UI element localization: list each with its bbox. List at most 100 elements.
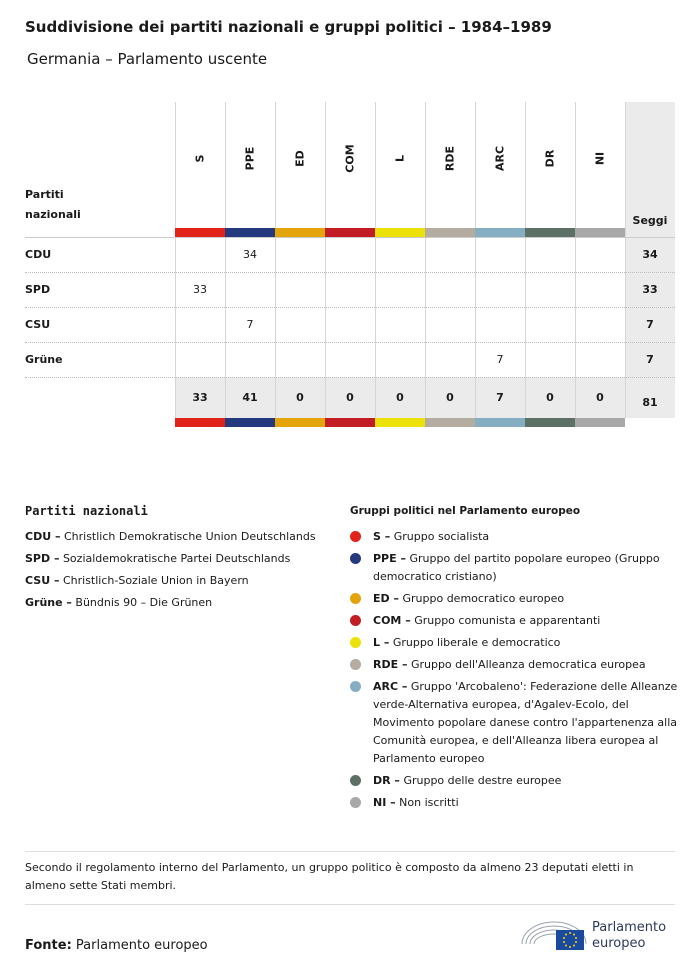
party-name: Grüne [25,353,63,366]
group-color-bar [375,418,425,427]
national-legend-heading: Partiti nazionali [25,504,148,518]
row-total: 7 [646,318,654,331]
legend-dot [350,681,361,692]
national-legend: Partiti nazionali CDU – Christlich Demok… [25,502,335,616]
group-header: L [393,155,407,163]
party-code: SPD – [25,552,60,565]
national-legend-item: CSU – Christlich-Soziale Union in Bayern [25,572,335,590]
column-line [525,102,526,418]
group-code: S – [373,530,391,543]
party-name: CSU [25,318,51,331]
total-column-bg [625,102,675,418]
row-rule [25,342,675,343]
seat-count: 33 [193,283,207,296]
national-legend-item: SPD – Sozialdemokratische Partei Deutsch… [25,550,335,568]
grand-total: 81 [642,395,658,409]
group-header: COM [343,144,357,173]
group-legend: Gruppi politici nel Parlamento europeo S… [350,502,680,816]
group-color-bar [475,418,525,427]
national-legend-item: Grüne – Bündnis 90 – Die Grünen [25,594,335,612]
group-full-name: Gruppo democratico europeo [402,592,565,605]
group-full-name: Gruppo delle destre europee [403,774,562,787]
column-line [275,102,276,418]
party-full-name: Christlich Demokratische Union Deutschla… [63,530,316,543]
group-legend-item: COM – Gruppo comunista e apparentanti [350,612,680,630]
group-full-name: Gruppo comunista e apparentanti [414,614,601,627]
group-header: ED [293,150,307,167]
corner-label: Partiti nazionali [25,188,81,221]
party-code: CDU – [25,530,61,543]
totals-row-bg [175,377,625,418]
header-rule [25,237,675,238]
source: Fonte: Parlamento europeo [25,938,208,953]
group-color-bar [575,228,625,237]
group-full-name: Gruppo del partito popolare europeo (Gru… [373,552,660,583]
legend-dot [350,615,361,626]
subtitle: Germania – Parlamento uscente [27,50,268,68]
group-color-bar [275,228,325,237]
group-header: NI [593,151,607,166]
group-header: DR [543,149,557,168]
party-full-name: Sozialdemokratische Partei Deutschlands [62,552,291,565]
column-line [575,102,576,418]
group-legend-item: NI – Non iscritti [350,794,680,812]
legend-dot [350,553,361,564]
group-code: NI – [373,796,396,809]
group-total: 0 [596,391,604,404]
party-full-name: Christlich-Soziale Union in Bayern [62,574,249,587]
seat-count: 7 [496,353,504,366]
legend-dot [350,531,361,542]
group-color-bar [325,418,375,427]
party-code: CSU – [25,574,60,587]
group-color-bar [425,418,475,427]
row-rule [25,307,675,308]
row-rule [25,377,675,378]
group-color-bar [225,418,275,427]
group-legend-item: ARC – Gruppo 'Arcobaleno': Federazione d… [350,678,680,768]
group-legend-heading: Gruppi politici nel Parlamento europeo [350,505,581,517]
party-name: SPD [25,283,51,296]
source-text: Parlamento europeo [75,938,208,953]
group-color-bar [525,418,575,427]
party-code: Grüne – [25,596,72,609]
group-color-bar [525,228,575,237]
group-total: 0 [296,391,304,404]
group-total: 41 [242,391,258,404]
group-legend-item: S – Gruppo socialista [350,528,680,546]
group-full-name: Gruppo liberale e democratico [392,636,561,649]
column-line [325,102,326,418]
seat-count: 34 [243,248,257,261]
legend-dot [350,775,361,786]
group-color-bar [175,418,225,427]
table: Partiti nazionali Seggi S PPE ED COM L RDE ARC DR… [0,0,700,440]
group-color-bar [225,228,275,237]
legend-dot [350,659,361,670]
group-total: 0 [446,391,454,404]
group-full-name: Gruppo dell'Alleanza democratica europea [410,658,646,671]
national-legend-item: CDU – Christlich Demokratische Union Deu… [25,528,335,546]
group-color-bar [575,418,625,427]
group-header: ARC [493,145,507,172]
total-label: Seggi [632,213,668,227]
party-name: CDU [25,248,52,261]
group-color-bar [425,228,475,237]
group-code: L – [373,636,390,649]
legend-dot [350,637,361,648]
group-code: ARC – [373,680,408,693]
group-color-bar [325,228,375,237]
group-color-bar [175,228,225,237]
group-header: PPE [243,146,257,171]
group-full-name: Gruppo socialista [393,530,490,543]
column-line [475,102,476,418]
group-total: 7 [496,391,504,404]
row-total: 7 [646,353,654,366]
title: Suddivisione dei partiti nazionali e gru… [25,18,552,36]
column-line [225,102,226,418]
logo-text: Parlamento europeo [592,920,667,951]
group-total: 0 [346,391,354,404]
group-code: ED – [373,592,399,605]
group-legend-item: PPE – Gruppo del partito popolare europe… [350,550,680,586]
group-header: RDE [443,145,457,172]
group-total: 33 [192,391,208,404]
